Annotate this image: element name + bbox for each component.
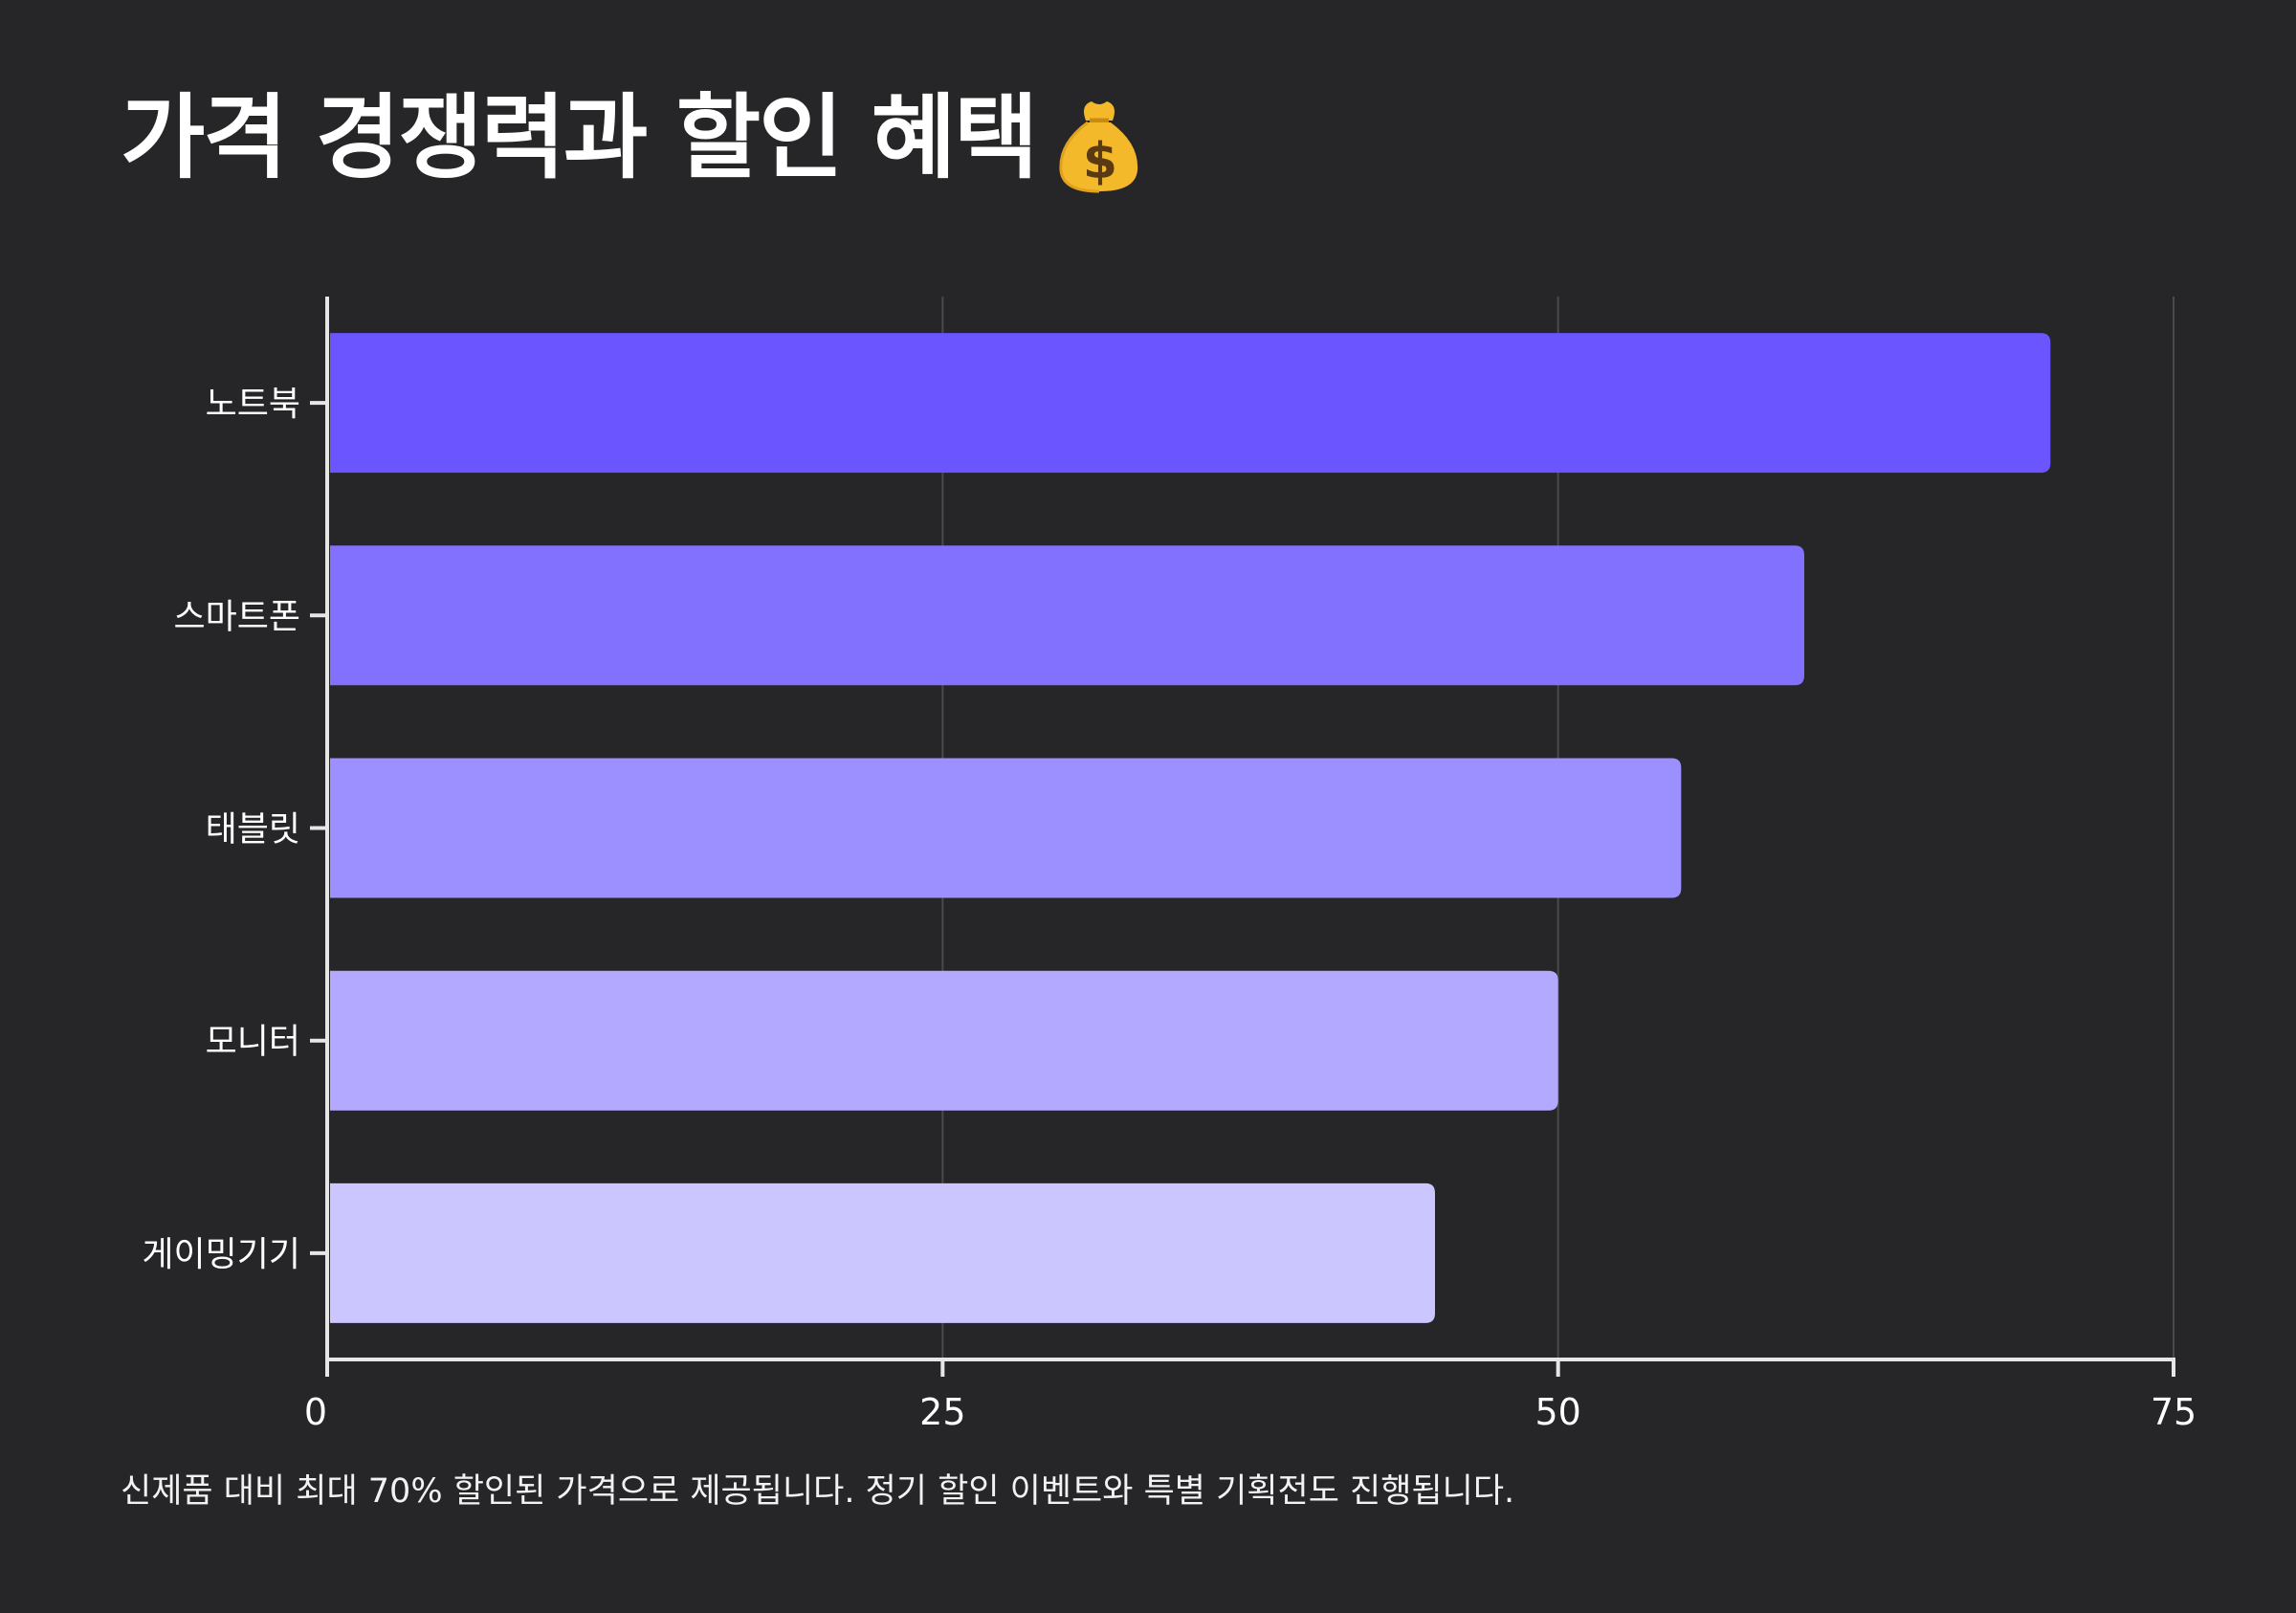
money-bag-icon: $ — [1053, 92, 1145, 197]
y-tick-label-1: 스마트폰 — [174, 597, 300, 636]
bar-4 — [330, 1182, 1435, 1323]
y-tick-label-0: 노트북 — [206, 385, 300, 424]
page-title: 가격 경쟁력과 할인 혜택 $ — [121, 87, 1145, 197]
bar-0 — [330, 333, 2051, 474]
x-tick-label-25: 25 — [919, 1391, 965, 1433]
footnote: 신제품 대비 최대 70% 할인된 가격으로 제공됩니다. 정기 할인 이벤트와… — [121, 1472, 1515, 1511]
bar-1 — [330, 545, 1804, 686]
x-tick-label-0: 0 — [304, 1391, 327, 1433]
x-tick-label-75: 75 — [2151, 1391, 2197, 1433]
svg-text:$: $ — [1083, 133, 1115, 190]
y-tick-label-3: 모니터 — [206, 1023, 300, 1062]
bar-2 — [330, 758, 1682, 898]
y-tick-label-4: 게이밍기기 — [142, 1235, 300, 1274]
title-text: 가격 경쟁력과 할인 혜택 — [121, 84, 1038, 191]
bar-3 — [330, 970, 1558, 1111]
x-tick-label-50: 50 — [1534, 1391, 1580, 1433]
y-tick-label-2: 태블릿 — [206, 810, 300, 850]
